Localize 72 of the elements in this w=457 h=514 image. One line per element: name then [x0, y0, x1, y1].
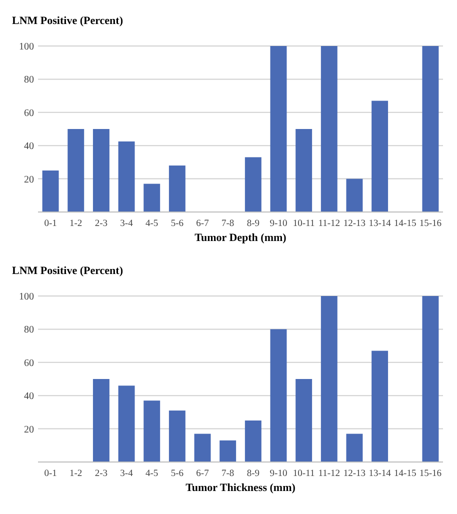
bar	[194, 434, 211, 462]
bar	[422, 46, 439, 212]
y-tick-label: 20	[24, 424, 34, 436]
bar	[270, 46, 287, 212]
bar	[220, 440, 236, 462]
bar	[118, 141, 135, 212]
x-tick-label: 5-6	[170, 219, 184, 229]
x-tick-label: 1-2	[70, 469, 82, 479]
x-tick-label: 4-5	[146, 469, 158, 479]
x-tick-label: 3-4	[120, 219, 134, 229]
x-tick-label: 14-15	[394, 469, 416, 479]
y-tick-label: 40	[24, 141, 34, 152]
bar	[42, 170, 59, 212]
x-axis-title: Tumor Depth (mm)	[194, 232, 287, 244]
y-tick-label: 20	[24, 174, 34, 186]
x-tick-label: 11-12	[318, 219, 340, 229]
x-tick-label: 9-10	[270, 469, 288, 479]
x-tick-label: 9-10	[270, 219, 288, 229]
x-tick-label: 7-8	[222, 469, 234, 479]
x-tick-label: 7-8	[222, 219, 234, 229]
bar	[346, 178, 363, 212]
x-tick-label: 1-2	[70, 219, 82, 229]
x-tick-label: 6-7	[196, 219, 210, 229]
x-axis-title: Tumor Thickness (mm)	[186, 482, 296, 494]
y-tick-label: 80	[24, 324, 34, 336]
x-tick-label: 12-13	[343, 219, 366, 229]
x-tick-label: 14-15	[394, 219, 416, 229]
x-tick-label: 2-3	[94, 469, 108, 479]
x-tick-label: 15-16	[419, 469, 442, 479]
y-axis-title: LNM Positive (Percent)	[12, 15, 124, 27]
y-axis-title: LNM Positive (Percent)	[12, 265, 124, 277]
bar	[68, 129, 84, 212]
bar	[320, 46, 338, 212]
y-tick-label: 60	[24, 358, 34, 369]
x-tick-label: 3-4	[120, 469, 134, 479]
bar	[92, 129, 110, 212]
bar	[168, 166, 186, 212]
bar	[118, 386, 135, 462]
x-tick-label: 4-5	[146, 219, 158, 229]
bar	[92, 379, 110, 462]
y-tick-label: 80	[24, 74, 34, 86]
bar	[144, 184, 160, 212]
bar	[320, 296, 338, 462]
x-tick-label: 13-14	[368, 219, 392, 229]
x-tick-label: 8-9	[246, 469, 260, 479]
bar	[346, 434, 363, 462]
y-tick-label: 60	[24, 108, 34, 119]
x-tick-label: 8-9	[246, 219, 260, 229]
y-tick-label: 100	[19, 42, 34, 52]
bar	[296, 129, 312, 212]
bar	[372, 350, 388, 462]
y-tick-label: 100	[19, 292, 34, 302]
bar	[422, 296, 439, 462]
x-tick-label: 5-6	[170, 469, 184, 479]
x-tick-label: 15-16	[419, 219, 442, 229]
bar	[244, 420, 262, 462]
x-tick-label: 2-3	[94, 219, 108, 229]
x-tick-label: 10-11	[292, 219, 315, 229]
bar	[270, 329, 287, 462]
x-tick-label: 0-1	[44, 469, 58, 479]
x-tick-label: 10-11	[292, 469, 315, 479]
bar	[168, 410, 186, 462]
bar	[244, 157, 262, 212]
x-tick-label: 11-12	[318, 469, 340, 479]
bar	[372, 100, 388, 212]
x-tick-label: 12-13	[343, 469, 366, 479]
bar	[144, 400, 160, 462]
x-tick-label: 6-7	[196, 469, 210, 479]
y-tick-label: 40	[24, 391, 34, 402]
x-tick-label: 13-14	[368, 469, 392, 479]
x-tick-label: 0-1	[44, 219, 58, 229]
bar	[296, 379, 312, 462]
